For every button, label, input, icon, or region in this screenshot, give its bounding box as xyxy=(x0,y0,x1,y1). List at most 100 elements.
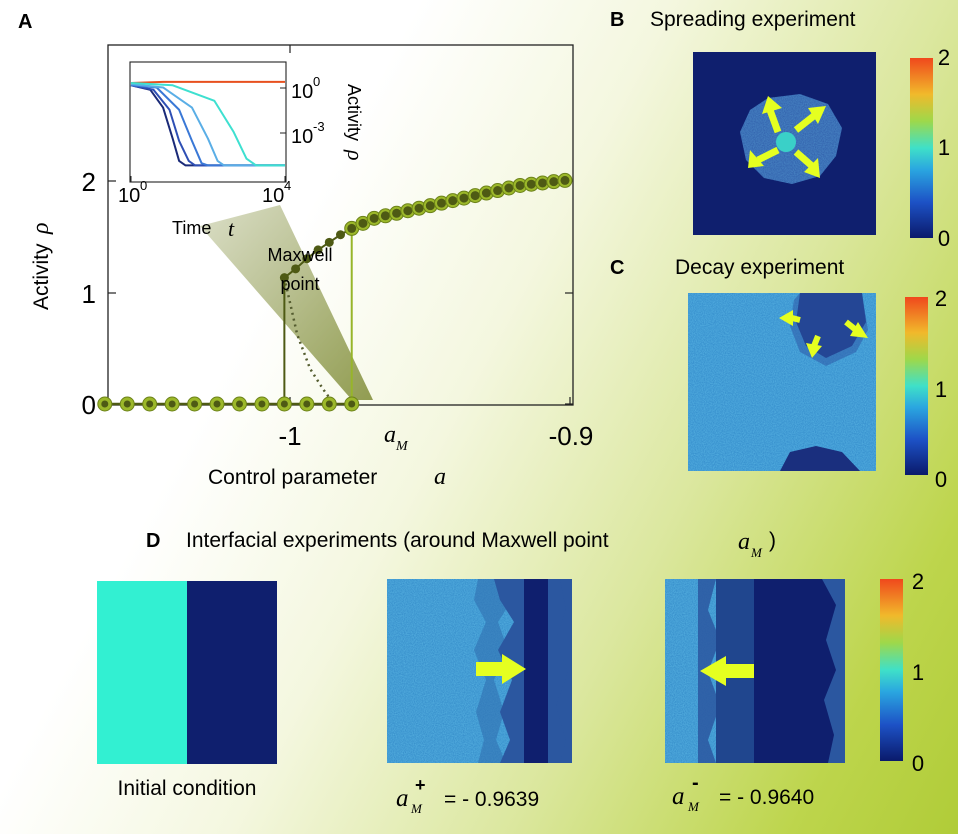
data-point-core xyxy=(549,177,559,187)
inset-marks xyxy=(130,80,285,167)
data-point-core xyxy=(280,400,288,408)
data-point-core xyxy=(348,400,356,408)
arrow-left-icon xyxy=(700,656,754,686)
inset-y-label: Activity xyxy=(344,84,364,141)
a-minus-sub: M xyxy=(687,799,700,814)
data-point-core xyxy=(213,400,221,408)
colorbar-tick: 1 xyxy=(912,660,924,685)
inset-series-line xyxy=(130,80,285,85)
colorbar-tick: 2 xyxy=(912,569,924,594)
panel-d-title: Interfacial experiments (around Maxwell … xyxy=(186,529,609,552)
unstable-branch-line xyxy=(283,277,337,405)
inset-series-line xyxy=(130,82,285,167)
data-point-core xyxy=(313,245,323,255)
panel-label-b: B xyxy=(610,9,624,31)
data-point-core xyxy=(504,183,514,193)
spreading-core xyxy=(776,132,796,152)
inset-frame xyxy=(129,61,287,183)
interface-minus-front xyxy=(698,579,720,763)
data-point-core xyxy=(437,198,447,208)
x-axis-symbol: a xyxy=(434,464,446,490)
data-point-core xyxy=(493,186,503,196)
arrow-icon xyxy=(793,106,826,133)
data-point-core xyxy=(515,180,525,190)
data-point-core xyxy=(538,178,548,188)
am-tick-label: a xyxy=(384,422,396,448)
interface-plus-right xyxy=(548,579,568,763)
y-axis-label: Activity xyxy=(30,243,53,310)
inset-y-symbol: ρ xyxy=(343,149,368,161)
initial-right-half xyxy=(187,581,277,764)
data-point-core xyxy=(380,211,390,221)
inset-x-tick: 10 xyxy=(118,185,140,207)
arrow-icon xyxy=(748,146,780,168)
data-point-core xyxy=(325,400,333,408)
data-point-core xyxy=(258,400,266,408)
a-plus-sub: M xyxy=(410,801,423,816)
inset-ticks xyxy=(130,87,286,182)
panel-c-title: Decay experiment xyxy=(675,256,844,279)
spreading-arrows xyxy=(748,96,826,178)
data-point-core xyxy=(481,188,491,198)
data-point-core xyxy=(414,203,424,213)
x-axis-label: Control parameter xyxy=(208,466,377,489)
arrow-icon xyxy=(806,334,822,358)
colorbar-tick: 2 xyxy=(938,45,950,70)
colorbar-tick: 0 xyxy=(912,751,924,776)
data-point-core xyxy=(302,254,312,264)
data-point-core xyxy=(459,193,469,203)
maxwell-label-line2: point xyxy=(280,274,319,294)
y-axis-label-group: Activity ρ xyxy=(28,222,54,310)
data-point-core xyxy=(392,208,402,218)
data-point-core xyxy=(168,400,176,408)
data-point-core xyxy=(191,400,199,408)
inset-x-tick-exp: 4 xyxy=(284,178,291,193)
data-point-core xyxy=(336,230,345,240)
arrow-right-icon xyxy=(476,654,526,684)
am-tick-subscript: M xyxy=(395,439,409,454)
colorbar-tick: 1 xyxy=(938,135,950,160)
colorbar-tick: 1 xyxy=(935,377,947,402)
colorbar-b xyxy=(910,58,933,238)
colorbar-tick: 0 xyxy=(935,467,947,492)
panel-d-title-sub: M xyxy=(750,545,763,560)
interface-minus-core xyxy=(754,579,845,763)
data-point-core xyxy=(123,400,131,408)
colorbar-tick: 0 xyxy=(938,226,950,251)
data-point-core xyxy=(279,273,289,283)
data-point-core xyxy=(235,400,243,408)
data-point-core xyxy=(403,206,413,216)
panel-label-d: D xyxy=(146,530,160,552)
colorbar-tick: 2 xyxy=(935,286,947,311)
data-point-core xyxy=(369,213,379,223)
inset-x-tick-exp: 0 xyxy=(140,178,147,193)
a-minus-sup: - xyxy=(692,772,699,794)
inset-x-label: Time xyxy=(172,218,211,238)
inset-x-tick: 10 xyxy=(262,185,284,207)
arrow-icon xyxy=(762,96,782,134)
initial-left-half xyxy=(97,581,187,764)
y-tick-label: 1 xyxy=(82,279,96,309)
initial-condition-label: Initial condition xyxy=(118,777,257,800)
arrow-icon xyxy=(793,149,820,178)
panel-label-c: C xyxy=(610,257,624,279)
inset-x-symbol: t xyxy=(228,216,235,241)
x-tick-label: -1 xyxy=(278,421,301,451)
y-axis-symbol: ρ xyxy=(28,222,54,235)
panel-d-title-close: ) xyxy=(769,529,776,552)
data-point-core xyxy=(347,223,357,233)
inset-y-tick-exp: 0 xyxy=(313,74,320,89)
main-plot-marks xyxy=(97,172,573,412)
data-point-core xyxy=(560,175,570,185)
maxwell-label-line1: Maxwell xyxy=(267,245,332,265)
inset-y-tick-exp: -3 xyxy=(313,119,325,134)
data-point-core xyxy=(291,264,301,274)
panel-label-a: A xyxy=(18,11,32,33)
a-plus-value: = - 0.9639 xyxy=(444,788,539,811)
data-point-core xyxy=(526,179,536,189)
data-point-core xyxy=(101,400,109,408)
arrow-icon xyxy=(844,319,868,338)
colorbar-d xyxy=(880,579,903,761)
a-plus-sup: + xyxy=(415,775,426,795)
y-tick-label: 0 xyxy=(82,390,96,420)
